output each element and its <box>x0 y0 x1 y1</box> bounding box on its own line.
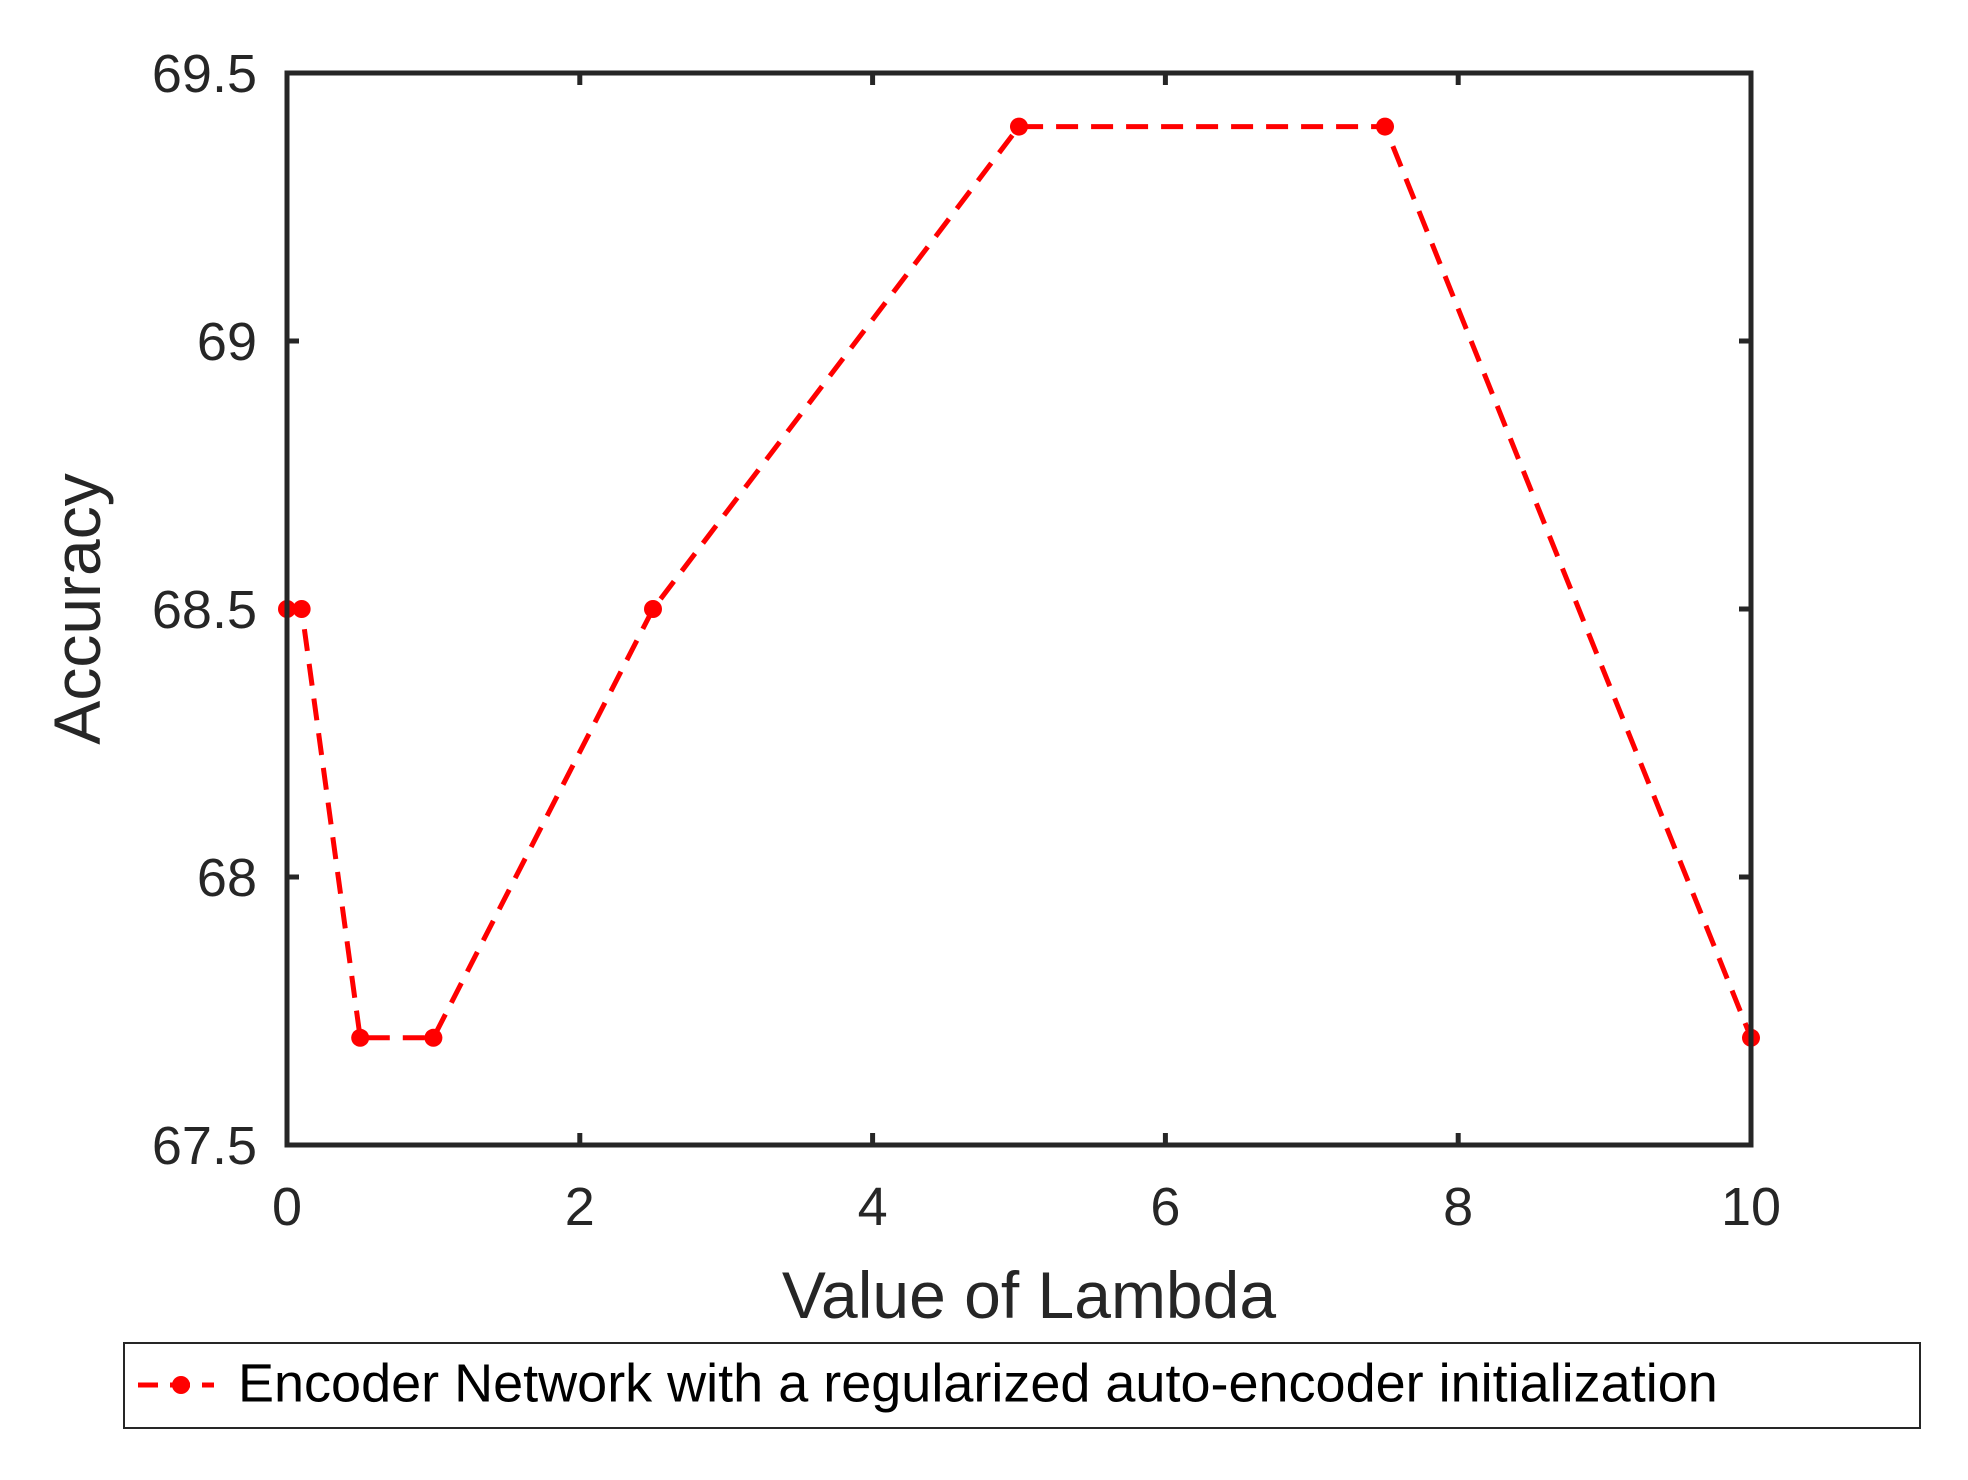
x-tick-label: 10 <box>1721 1177 1781 1237</box>
x-tick-label: 2 <box>565 1177 595 1237</box>
x-axis-label: Value of Lambda <box>782 1258 1276 1332</box>
plot-frame <box>284 70 1754 1148</box>
y-axis-label: Accuracy <box>40 473 114 744</box>
legend-marker <box>172 1376 190 1394</box>
y-tick-label: 69 <box>197 312 257 372</box>
x-tick-label: 6 <box>1150 1177 1180 1237</box>
data-point <box>1376 117 1394 136</box>
y-tick-label: 67.5 <box>152 1116 257 1176</box>
data-point <box>292 600 311 618</box>
x-tick-label: 0 <box>272 1177 302 1237</box>
x-tick-label: 4 <box>858 1177 888 1237</box>
y-tick-label: 69.5 <box>152 44 257 104</box>
data-point <box>1010 117 1028 136</box>
y-tick-label: 68.5 <box>152 580 257 640</box>
data-point <box>424 1028 443 1047</box>
y-tick-label: 68 <box>197 848 257 908</box>
legend: Encoder Network with a regularized auto-… <box>123 1342 1921 1429</box>
legend-entry-label: Encoder Network with a regularized auto-… <box>238 1353 1718 1413</box>
series-layer <box>278 117 1760 1047</box>
series-line <box>287 124 1754 1041</box>
data-point <box>644 600 662 618</box>
legend-box <box>123 1342 1921 1429</box>
data-point <box>351 1028 370 1047</box>
x-tick-label: 8 <box>1443 1177 1473 1237</box>
